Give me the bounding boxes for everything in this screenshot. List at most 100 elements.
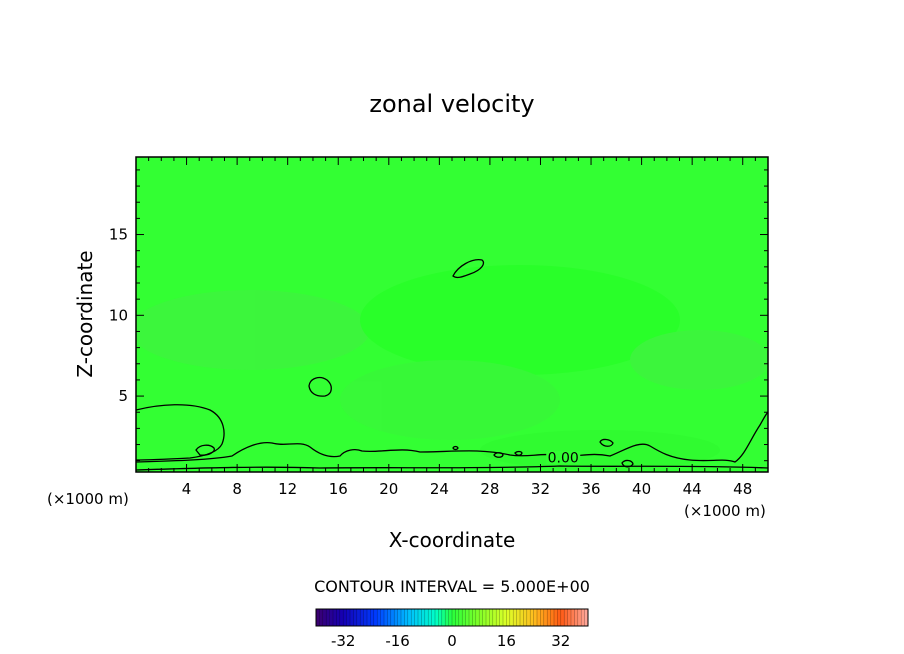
colorbar-swatch (404, 609, 409, 626)
colorbar-swatch (380, 609, 385, 626)
y-axis: 5 10 15 (109, 169, 768, 462)
contour-left-dome (136, 404, 225, 461)
colorbar-tick-label: 0 (447, 632, 457, 650)
x-tick-label: 44 (683, 480, 702, 498)
colorbar-swatch (384, 609, 388, 626)
contour-label-bg (546, 451, 581, 465)
contour-bottom-band-lower (136, 465, 768, 471)
x-tick-label: 20 (379, 480, 398, 498)
colorbar-swatch (411, 609, 415, 626)
colorbar-swatch (472, 609, 477, 626)
contour-upper-ellipse (452, 259, 485, 279)
colorbar-swatch (543, 609, 548, 626)
colorbar-swatch (465, 609, 470, 626)
colorbar-swatch (326, 609, 330, 626)
colorbar-swatch (360, 609, 364, 626)
x-axis-label: X-coordinate (389, 528, 516, 552)
colorbar-swatch (499, 609, 504, 626)
colorbar-swatch (492, 609, 497, 626)
colorbar-swatch (441, 609, 446, 626)
colorbar-swatch (414, 609, 419, 626)
colorbar-swatch (452, 609, 456, 626)
colorbar-tick-label: 16 (497, 632, 516, 650)
colorbar-swatch (401, 609, 405, 626)
x-tick-label: 16 (329, 480, 348, 498)
colorbar-swatch (390, 609, 395, 626)
contour-interval-label: CONTOUR INTERVAL = 5.000E+00 (314, 577, 590, 596)
colorbar-swatch (418, 609, 422, 626)
colorbar-swatch (530, 609, 534, 626)
colorbar-swatch (482, 609, 487, 626)
x-unit-right: (×1000 m) (684, 502, 766, 520)
colorbar-frame (315, 608, 589, 627)
x-tick-label: 32 (531, 480, 550, 498)
colorbar-swatch (370, 609, 375, 626)
colorbar-swatch (316, 609, 320, 626)
colorbar-swatch (435, 609, 439, 626)
contour-label: 0.00 (548, 450, 579, 466)
x-tick-label: 24 (430, 480, 449, 498)
colorbar-tick-label: -16 (385, 632, 410, 650)
contour-small-blob-b (493, 452, 504, 458)
contour-left-blob (195, 444, 215, 456)
colorbar-swatch (363, 609, 368, 626)
colorbar-swatch (537, 609, 541, 626)
x-axis: 4 8 12 16 20 24 28 32 36 40 44 48 (148, 157, 756, 498)
colorbar-swatch (496, 609, 500, 626)
colorbar-swatch (445, 609, 449, 626)
x-tick-label: 4 (182, 480, 192, 498)
contour-small-blob-d (452, 445, 459, 451)
contour-small-blob-e (621, 459, 634, 468)
colorbar-swatch (428, 609, 432, 626)
colorbar-swatch (550, 609, 555, 626)
x-tick-label: 12 (278, 480, 297, 498)
chart-title: zonal velocity (369, 90, 534, 118)
x-tick-label: 28 (480, 480, 499, 498)
colorbar-swatch (513, 609, 517, 626)
colorbar-tick-label: 32 (551, 632, 570, 650)
colorbar-swatch (336, 609, 341, 626)
colorbar-swatch (339, 609, 344, 626)
colorbar-swatch (333, 609, 337, 626)
x-tick-label: 48 (733, 480, 752, 498)
colorbar-tick-label: -32 (331, 632, 356, 650)
colorbar-swatch (516, 609, 521, 626)
contour-labels: 0.00 (546, 450, 581, 466)
colorbar-swatch (523, 609, 528, 626)
colorbar-swatch (577, 609, 582, 626)
colorbar-swatch (424, 609, 429, 626)
colorbar-swatch (407, 609, 412, 626)
contour-mid-blob (308, 376, 332, 397)
colorbar-swatch (509, 609, 514, 626)
colorbar-swatch (421, 609, 426, 626)
colorbar-swatch (353, 609, 358, 626)
colorbar-swatch (567, 609, 572, 626)
colorbar-swatch (564, 609, 568, 626)
colorbar-swatch (455, 609, 460, 626)
colorbar-swatch (503, 609, 507, 626)
colorbar-swatch (394, 609, 398, 626)
colorbar-swatch (346, 609, 351, 626)
contour-lines (136, 259, 768, 471)
colorbar-swatch (319, 609, 324, 626)
colorbar-swatch (373, 609, 378, 626)
colorbar-swatch (557, 609, 562, 626)
colorbar-swatch (431, 609, 436, 626)
colorbar-swatch (462, 609, 466, 626)
colorbar-swatch (489, 609, 494, 626)
colorbar-swatch (533, 609, 538, 626)
colorbar-swatch (506, 609, 511, 626)
contour-small-blob-c (514, 450, 523, 456)
colorbar-swatch (574, 609, 579, 626)
colorbar-swatch (540, 609, 545, 626)
colorbar-swatch (367, 609, 371, 626)
colorbar-swatch (547, 609, 551, 626)
colorbar-swatch (581, 609, 585, 626)
colorbar-swatch (554, 609, 558, 626)
x-unit-left: (×1000 m) (47, 490, 129, 508)
colorbar-swatch (377, 609, 381, 626)
colorbar-swatch (520, 609, 524, 626)
y-tick-label: 5 (118, 387, 128, 405)
y-tick-label: 15 (109, 226, 128, 244)
colorbar-swatch (438, 609, 443, 626)
